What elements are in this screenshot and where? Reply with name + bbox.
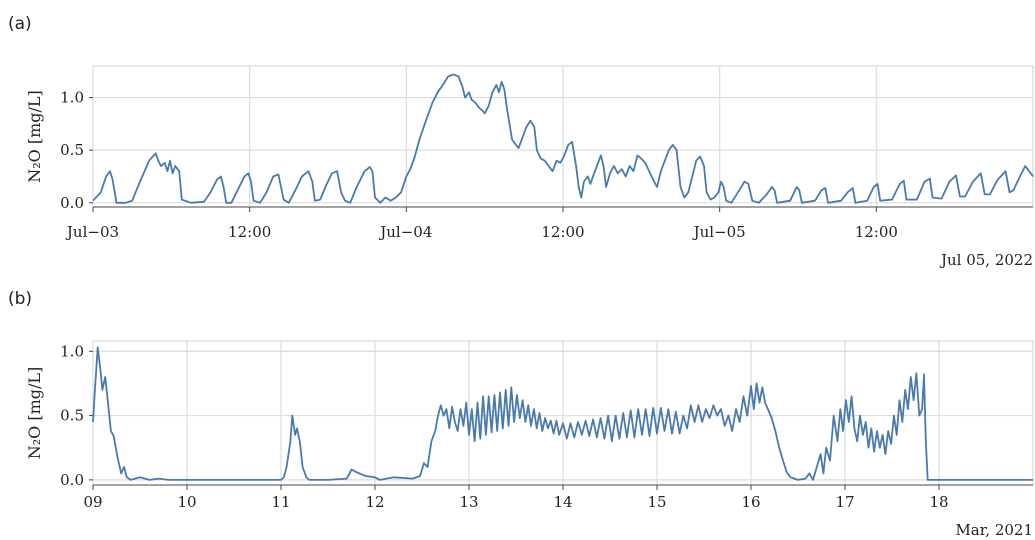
x-tick-label: 09 xyxy=(83,493,102,511)
x-tick-label: Jul−05 xyxy=(692,223,746,241)
panel-label: (b) xyxy=(8,289,32,309)
y-tick-label: 1.0 xyxy=(60,89,84,107)
y-tick-label: 1.0 xyxy=(60,342,84,360)
panel-label: (a) xyxy=(8,14,32,34)
x-tick-label: 17 xyxy=(835,493,854,511)
x-tick-label: 12:00 xyxy=(855,223,898,241)
y-tick-label: 0.5 xyxy=(60,141,84,159)
x-tick-label: 18 xyxy=(929,493,948,511)
x-tick-label: 11 xyxy=(271,493,290,511)
n2o-series-line xyxy=(92,73,1034,204)
x-tick-label: Jul−03 xyxy=(65,223,119,241)
y-tick-label: 0.0 xyxy=(60,471,84,489)
x-tick-label: 15 xyxy=(647,493,666,511)
x-tick-label: 10 xyxy=(177,493,196,511)
x-tick-label: 12 xyxy=(365,493,384,511)
y-tick-label: 0.5 xyxy=(60,407,84,425)
y-axis-label: N₂O [mg/L] xyxy=(25,367,44,460)
y-tick-label: 0.0 xyxy=(60,194,84,212)
date-offset-label: Mar, 2021 xyxy=(955,521,1033,539)
date-offset-label: Jul 05, 2022 xyxy=(939,251,1033,269)
panel-b: (b) 09 10 11 12 13 14 15 16 17 18 0.0 0.5 1.0 N₂O [mg/… xyxy=(8,289,1034,539)
x-tick-label: 16 xyxy=(741,493,760,511)
n2o-series-line xyxy=(92,346,1033,481)
x-tick-label: 12:00 xyxy=(228,223,271,241)
x-tick-label: Jul−04 xyxy=(378,223,432,241)
y-axis-label: N₂O [mg/L] xyxy=(25,90,44,183)
x-tick-label: 14 xyxy=(553,493,572,511)
x-tick-label: 12:00 xyxy=(541,223,584,241)
panel-a: (a) Jul−03 12:00 Jul−04 12:00 Jul−05 12:00 0.0 0… xyxy=(8,14,1034,269)
x-tick-label: 13 xyxy=(459,493,478,511)
